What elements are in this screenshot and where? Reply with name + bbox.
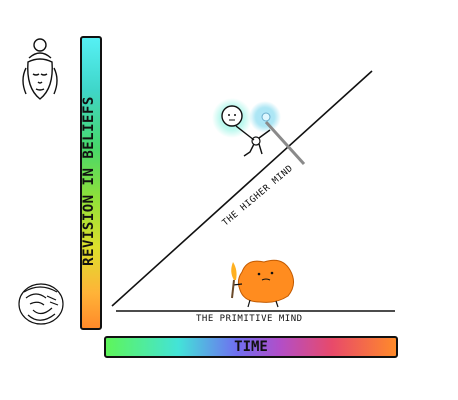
- y-axis-label: REVISION IN BELIEFS: [81, 96, 97, 266]
- buddha-head-icon: [22, 38, 58, 100]
- stick-figure-icon: [212, 98, 306, 166]
- x-axis-bar: TIME: [104, 336, 398, 358]
- x-axis-label: TIME: [234, 339, 268, 355]
- orange-blob-icon: [231, 259, 294, 308]
- primitive-mind-label: THE PRIMITIVE MIND: [196, 314, 303, 324]
- rage-face-icon: [18, 283, 64, 325]
- y-axis-bar: [80, 36, 102, 330]
- higher-mind-line: [111, 70, 373, 307]
